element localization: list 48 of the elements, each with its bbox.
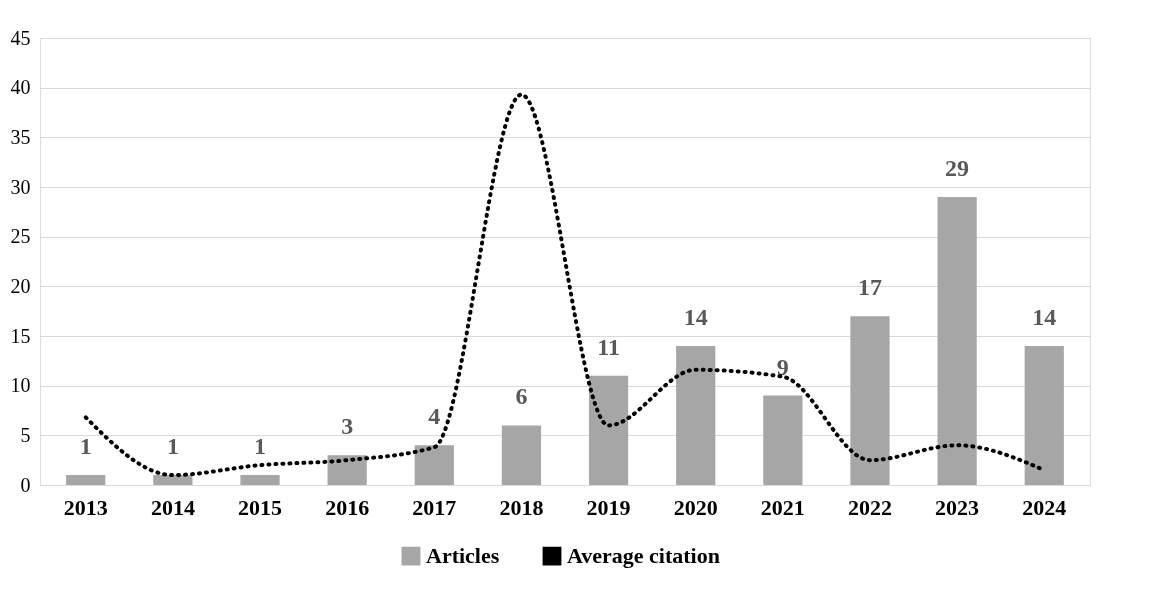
bar (327, 455, 367, 485)
y-tick-label: 25 (10, 225, 31, 248)
data-label: 1 (79, 433, 92, 460)
data-label: 14 (1032, 303, 1057, 330)
y-tick-label: 5 (20, 423, 31, 446)
bar (153, 475, 193, 485)
y-tick-label: 30 (10, 175, 31, 198)
bar (588, 375, 629, 485)
legend-label: Articles (426, 543, 500, 569)
data-label: 9 (776, 353, 789, 380)
bar (937, 196, 977, 485)
y-tick-label: 35 (10, 125, 31, 148)
y-tick-label: 40 (10, 76, 31, 99)
bar (763, 395, 803, 485)
x-tick-label: 2023 (935, 494, 980, 520)
x-tick-label: 2013 (63, 494, 108, 520)
y-tick-label: 10 (10, 374, 31, 397)
data-label: 17 (857, 274, 882, 301)
x-tick-label: 2024 (1022, 494, 1067, 520)
bar (66, 475, 106, 485)
bar (850, 316, 890, 485)
y-tick-label: 45 (10, 26, 31, 49)
x-tick-label: 2019 (586, 494, 631, 520)
data-label: 1 (166, 433, 179, 460)
x-tick-label: 2020 (673, 494, 718, 520)
data-label: 3 (341, 413, 354, 440)
data-label: 29 (945, 154, 970, 181)
bar (240, 475, 280, 485)
x-tick-label: 2021 (760, 494, 805, 520)
data-label: 6 (515, 383, 528, 410)
data-label: 11 (597, 333, 620, 360)
y-tick-label: 0 (20, 473, 31, 496)
data-label: 1 (254, 433, 267, 460)
y-tick-label: 15 (10, 324, 31, 347)
legend-label: Average citation (567, 543, 720, 569)
x-tick-label: 2014 (150, 494, 195, 520)
x-tick-label: 2016 (325, 494, 370, 520)
y-tick-label: 20 (10, 274, 31, 297)
bar (1024, 345, 1064, 485)
data-label: 14 (683, 303, 708, 330)
x-tick-label: 2017 (412, 494, 457, 520)
bar (501, 425, 542, 485)
x-tick-label: 2015 (238, 494, 283, 520)
data-label: 4 (428, 403, 441, 430)
bar (414, 445, 454, 485)
bar (676, 345, 716, 485)
x-tick-label: 2022 (847, 494, 892, 520)
x-tick-label: 2018 (499, 494, 544, 520)
